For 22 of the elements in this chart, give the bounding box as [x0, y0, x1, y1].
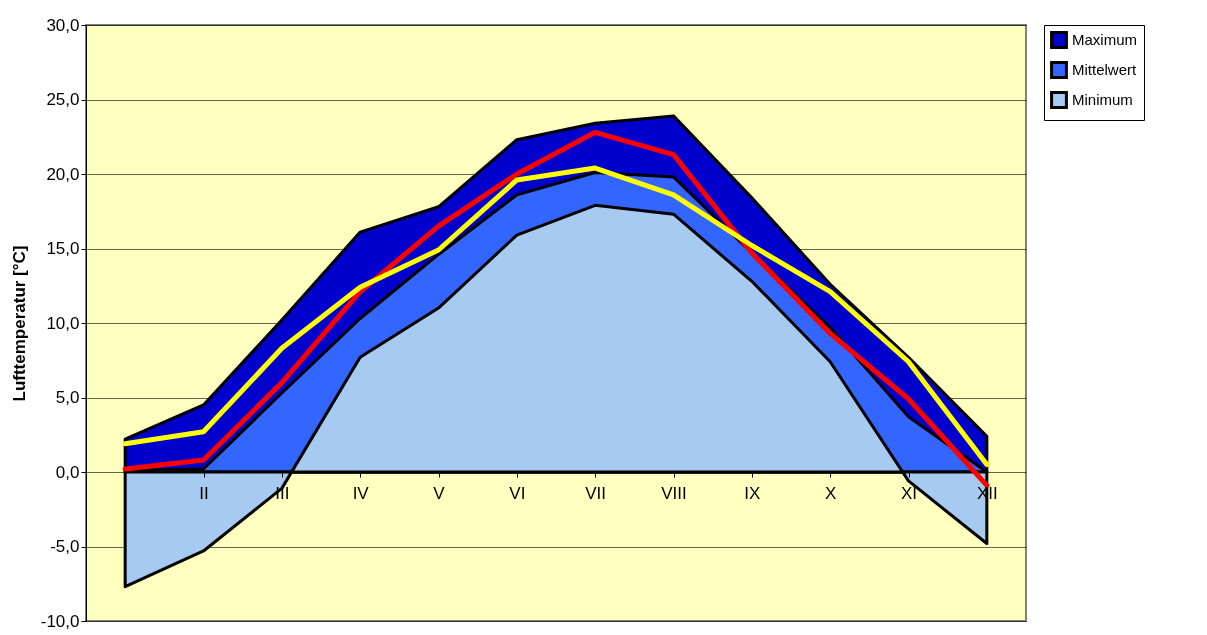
- x-tick-label: VIII: [661, 483, 687, 503]
- x-tick-label: II: [199, 483, 209, 503]
- y-tick-label: 30,0: [46, 15, 80, 35]
- y-tick-label: -5,0: [50, 537, 80, 556]
- y-tick-label: -10,0: [40, 611, 80, 631]
- y-tick-label: 0,0: [55, 462, 80, 482]
- x-tick-label: X: [824, 483, 837, 503]
- x-tick-label: IV: [352, 483, 370, 503]
- y-tick-label: 15,0: [46, 239, 80, 258]
- y-tick-label: 25,0: [46, 90, 80, 109]
- y-tick-label: 20,0: [46, 164, 80, 184]
- legend-label: Mittelwert: [1072, 61, 1138, 78]
- y-tick-label: 10,0: [46, 313, 80, 333]
- x-tick-label: V: [433, 483, 446, 503]
- y-axis-title: Lufttemperatur [°C]: [9, 245, 29, 402]
- legend-label: Maximum: [1072, 31, 1138, 48]
- x-tick-label: IX: [744, 483, 761, 503]
- y-tick-label: 5,0: [55, 388, 80, 407]
- x-tick-label: VII: [585, 483, 607, 503]
- x-tick-label: XI: [900, 483, 918, 503]
- x-tick-label: VI: [509, 483, 526, 503]
- legend-label: Minimum: [1072, 91, 1133, 108]
